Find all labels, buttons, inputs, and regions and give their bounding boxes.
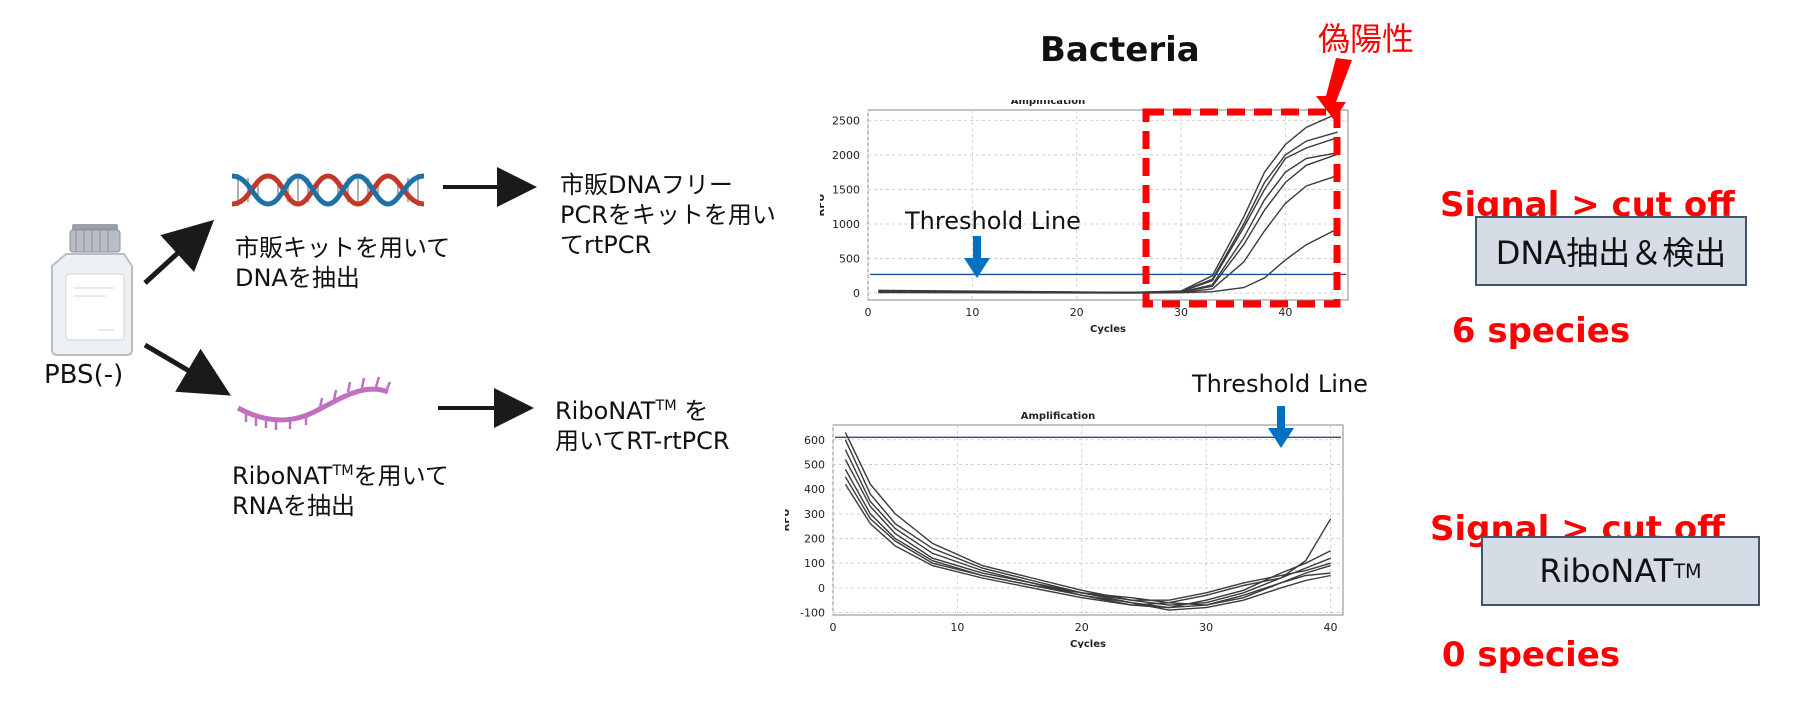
x-tick-label: 0: [865, 306, 872, 319]
top-species-line: 6 species: [1440, 311, 1631, 351]
dna-pcr-line2: PCRをキットを用い: [560, 201, 776, 229]
dna-method-box: DNA抽出＆検出: [1475, 216, 1747, 286]
x-axis-label: Cycles: [1070, 639, 1106, 648]
y-tick-label: 400: [804, 483, 825, 496]
dna-helix-icon: [231, 173, 425, 207]
bottom-species-line: 0 species: [1430, 635, 1621, 675]
dna-pcr-line3: てrtPCR: [560, 231, 652, 259]
plot-area: [832, 424, 1344, 616]
amplification-chart-top: 0 10 20 30 40 0 500 1000 1500 2000 2500 Amplificati…: [820, 100, 1349, 335]
dna-pcr-line1: 市販DNAフリー: [560, 171, 733, 199]
false-positive-box: [1142, 108, 1341, 308]
y-tick-label: 300: [804, 508, 825, 521]
series-line: [844, 439, 1331, 609]
chart-title: Amplification: [1021, 411, 1095, 422]
threshold-arrow-bottom: [1268, 406, 1294, 448]
x-tick-label: 20: [1075, 621, 1089, 634]
pbs-label: PBS(-): [44, 360, 124, 390]
y-tick-label: 2000: [832, 149, 860, 162]
dna-extract-text: 市販キットを用いて DNAを抽出: [235, 233, 450, 293]
rna-pcr-text: RiboNATTM を 用いてRT-rtPCR: [555, 391, 730, 456]
y-tick-label: 0: [853, 287, 860, 300]
dna-pcr-text: 市販DNAフリー PCRをキットを用い てrtPCR: [560, 170, 776, 260]
false-positive-highlight: [1142, 58, 1352, 308]
x-tick-label: 10: [950, 621, 964, 634]
x-tick-label: 30: [1174, 306, 1188, 319]
y-tick-label: 0: [818, 582, 825, 595]
ribonat-method-box: RiboNAT TM: [1481, 536, 1760, 606]
x-tick-label: 10: [965, 306, 979, 319]
rna-extract-text: RiboNATTMを用いて RNAを抽出: [232, 456, 449, 521]
series-line: [878, 228, 1338, 294]
bacteria-title: Bacteria: [1040, 30, 1200, 70]
chart-title: Amplification: [1011, 100, 1085, 107]
arrow-to-dna: [143, 219, 215, 285]
x-tick-label: 20: [1070, 306, 1084, 319]
series-line: [844, 483, 1331, 609]
arrow-to-rna: [143, 342, 231, 396]
y-tick-label: 600: [804, 434, 825, 447]
rna-extract-line2: RNAを抽出: [232, 492, 356, 520]
false-positive-arrow: [1316, 58, 1352, 120]
threshold-label-bottom: Threshold Line: [1192, 370, 1368, 398]
y-tick-label: 2500: [832, 114, 860, 127]
rna-pcr-line1: RiboNATTM を: [555, 397, 709, 425]
y-tick-label: 100: [804, 557, 825, 570]
dna-extract-line1: 市販キットを用いて: [235, 234, 451, 262]
threshold-label-top: Threshold Line: [905, 207, 1081, 235]
y-tick-label: 200: [804, 533, 825, 546]
dna-extract-line2: DNAを抽出: [235, 264, 360, 292]
series-line: [844, 459, 1331, 601]
x-axis-label: Cycles: [1090, 324, 1126, 335]
threshold-arrow-top: [964, 236, 990, 278]
flow-arrows: [143, 167, 537, 428]
y-tick-label: -100: [800, 607, 825, 620]
y-axis-label: RFU: [820, 194, 827, 217]
y-tick-label: 500: [804, 458, 825, 471]
y-tick-label: 1500: [832, 183, 860, 196]
x-tick-label: 40: [1278, 306, 1292, 319]
x-tick-label: 0: [830, 621, 837, 634]
amplification-chart-bottom: 0 10 20 30 40 -100 0 100 200 300 400 500 600 Amplific…: [785, 411, 1344, 648]
bottle-icon: [51, 224, 133, 356]
x-tick-label: 30: [1199, 621, 1213, 634]
rna-extract-line1: RiboNATTMを用いて: [232, 462, 449, 490]
y-tick-label: 500: [839, 253, 860, 266]
series-line: [844, 449, 1331, 606]
y-axis-label: RFU: [785, 509, 792, 532]
rna-strand-icon: [236, 376, 392, 430]
series-line: [844, 476, 1331, 611]
y-tick-label: 1000: [832, 218, 860, 231]
rna-pcr-line2: 用いてRT-rtPCR: [555, 427, 730, 455]
x-tick-label: 40: [1324, 621, 1338, 634]
false-positive-label: 偽陽性: [1318, 20, 1415, 58]
